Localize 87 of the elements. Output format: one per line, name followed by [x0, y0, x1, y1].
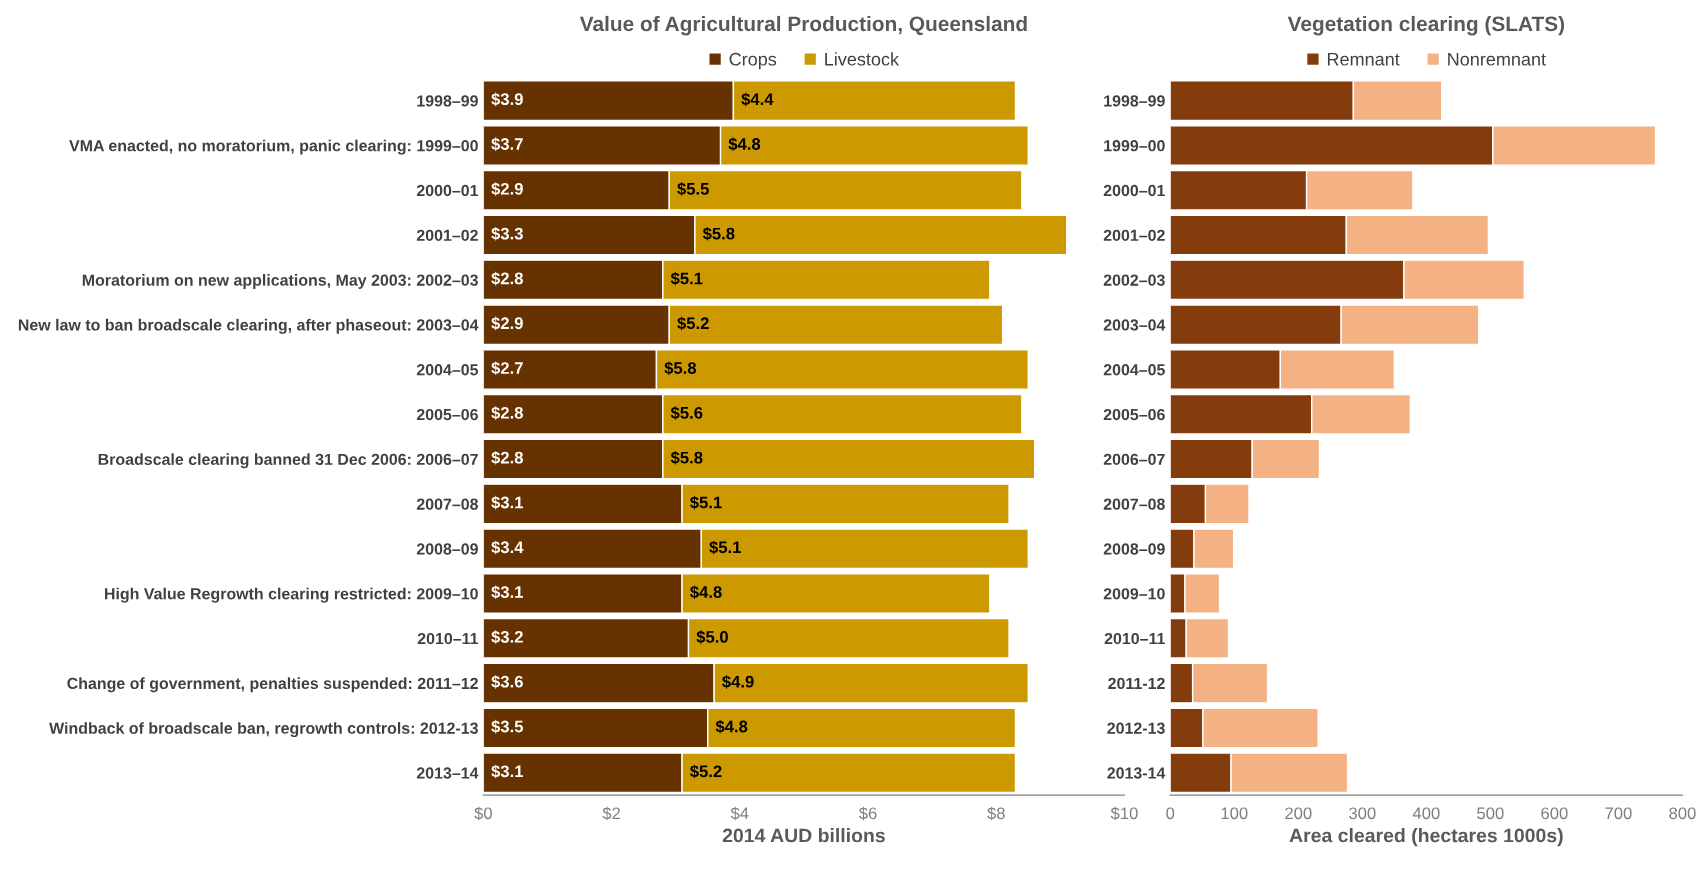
data-label: $4.8: [715, 719, 748, 734]
data-label: $4.4: [741, 92, 774, 107]
y-tick-label: 2001–02: [1103, 229, 1165, 241]
y-tick-label: 2000–01: [416, 184, 479, 197]
y-tick-label: 1998–99: [417, 95, 478, 107]
y-tick-label: 2005–06: [416, 408, 478, 421]
y-tick-label: 2007–08: [1103, 498, 1165, 510]
x-tick-label: 800: [1669, 807, 1696, 820]
data-label: $5.2: [677, 316, 709, 331]
legend-label: Livestock: [825, 52, 900, 66]
data-label: $5.8: [664, 361, 697, 376]
data-label: $3.1: [491, 585, 524, 600]
data-label: $3.9: [491, 92, 523, 107]
y-tick-label: Broadscale clearing banned 31 Dec 2006: 2006–07: [98, 453, 478, 469]
data-label: $3.3: [491, 226, 523, 241]
data-label: $4.8: [728, 137, 761, 151]
x-tick-label: 600: [1541, 807, 1568, 820]
y-tick-label: 2006–07: [1103, 453, 1165, 466]
y-tick-label: 1998–99: [1104, 95, 1165, 107]
legend-label: Crops: [729, 52, 777, 70]
data-label: $3.1: [491, 495, 524, 510]
data-label: $3.1: [491, 764, 524, 779]
y-tick-label: 2011-12: [1108, 677, 1165, 690]
y-tick-label: New law to ban broadscale clearing, after phaseout: 2003–04: [18, 318, 479, 334]
y-tick-label: 1999–00: [1104, 140, 1165, 152]
y-tick-label: 2004–05: [1103, 364, 1165, 376]
y-tick-label: 2009–10: [1103, 588, 1165, 600]
x-tick-label: 200: [1285, 807, 1312, 820]
data-label: $5.8: [702, 226, 735, 241]
data-label: $3.6: [491, 675, 523, 689]
x-tick-label: $4: [730, 806, 749, 821]
data-label: $3.5: [491, 719, 524, 734]
x-tick-label: 100: [1221, 807, 1248, 820]
y-tick-label: 2004–05: [416, 364, 479, 376]
data-label: $5.5: [677, 182, 709, 196]
data-label: $4.8: [690, 585, 722, 600]
x-tick-label: $8: [987, 806, 1005, 821]
x-tick-label: $0: [474, 806, 492, 821]
y-tick-label: Windback of broadscale ban, regrowth controls: 2012-13: [49, 722, 478, 738]
legend-label: Nonremnant: [1448, 53, 1546, 66]
data-label: $5.0: [696, 630, 728, 644]
y-tick-label: 2010–11: [417, 632, 479, 645]
data-label: $2.8: [491, 271, 523, 286]
y-tick-label: 2012-13: [1107, 722, 1165, 734]
y-tick-label: 2005–06: [1103, 408, 1165, 421]
y-tick-label: 2007–08: [416, 498, 479, 510]
data-label: $3.2: [491, 630, 523, 644]
y-tick-label: 2003–04: [1103, 319, 1166, 331]
y-tick-label: 2000–01: [1103, 184, 1165, 197]
y-tick-label: High Value Regrowth clearing restricted: 2009–10: [104, 587, 478, 603]
x-axis-title: 2014 AUD billions: [722, 828, 885, 843]
data-label: $2.9: [491, 316, 523, 331]
x-axis-title: Area cleared (hectares 1000s): [1289, 828, 1563, 847]
y-tick-label: 2013-14: [1107, 767, 1166, 779]
data-label: $5.6: [670, 406, 703, 420]
legend-label: Remnant: [1327, 53, 1400, 66]
data-label: $2.8: [491, 451, 523, 465]
x-tick-label: 500: [1477, 807, 1504, 820]
y-tick-label: 2008–09: [416, 543, 478, 555]
data-label: $4.9: [722, 675, 754, 689]
data-label: $2.8: [491, 406, 523, 420]
data-label: $3.4: [491, 540, 524, 555]
data-label: $5.1: [670, 271, 703, 286]
chart-title: Value of Agricultural Production, Queensland: [579, 15, 1027, 36]
y-tick-label: Change of government, penalties suspended: 2011–12: [67, 677, 478, 693]
x-tick-label: 700: [1605, 807, 1632, 820]
data-label: $3.7: [491, 137, 523, 151]
x-tick-label: $6: [858, 806, 877, 821]
data-label: $2.9: [491, 182, 523, 196]
x-tick-label: $2: [602, 806, 621, 821]
x-tick-label: 0: [1166, 807, 1175, 820]
y-tick-label: 2001–02: [416, 229, 478, 241]
chart-title: Vegetation clearing (SLATS): [1287, 15, 1565, 36]
x-tick-label: 400: [1412, 807, 1440, 820]
data-label: $5.1: [690, 495, 722, 510]
y-tick-label: 2002–03: [1103, 274, 1165, 286]
y-tick-label: VMA enacted, no moratorium, panic clearing: 1999–00: [69, 139, 478, 155]
data-label: $5.1: [709, 540, 741, 555]
y-tick-label: Moratorium on new applications, May 2003: 2002–03: [82, 274, 478, 289]
y-tick-label: 2008–09: [1103, 543, 1165, 555]
data-label: $5.8: [670, 451, 703, 465]
y-tick-label: 2010–11: [1104, 632, 1165, 645]
data-label: $5.2: [690, 764, 722, 779]
y-tick-label: 2013–14: [416, 767, 479, 779]
x-tick-label: $10: [1110, 806, 1138, 821]
data-label: $2.7: [491, 361, 523, 376]
x-tick-label: 300: [1349, 807, 1376, 820]
